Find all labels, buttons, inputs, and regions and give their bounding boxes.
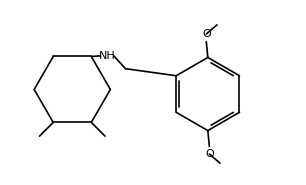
Text: NH: NH bbox=[99, 51, 116, 61]
Text: O: O bbox=[202, 29, 211, 39]
Text: O: O bbox=[205, 149, 214, 159]
